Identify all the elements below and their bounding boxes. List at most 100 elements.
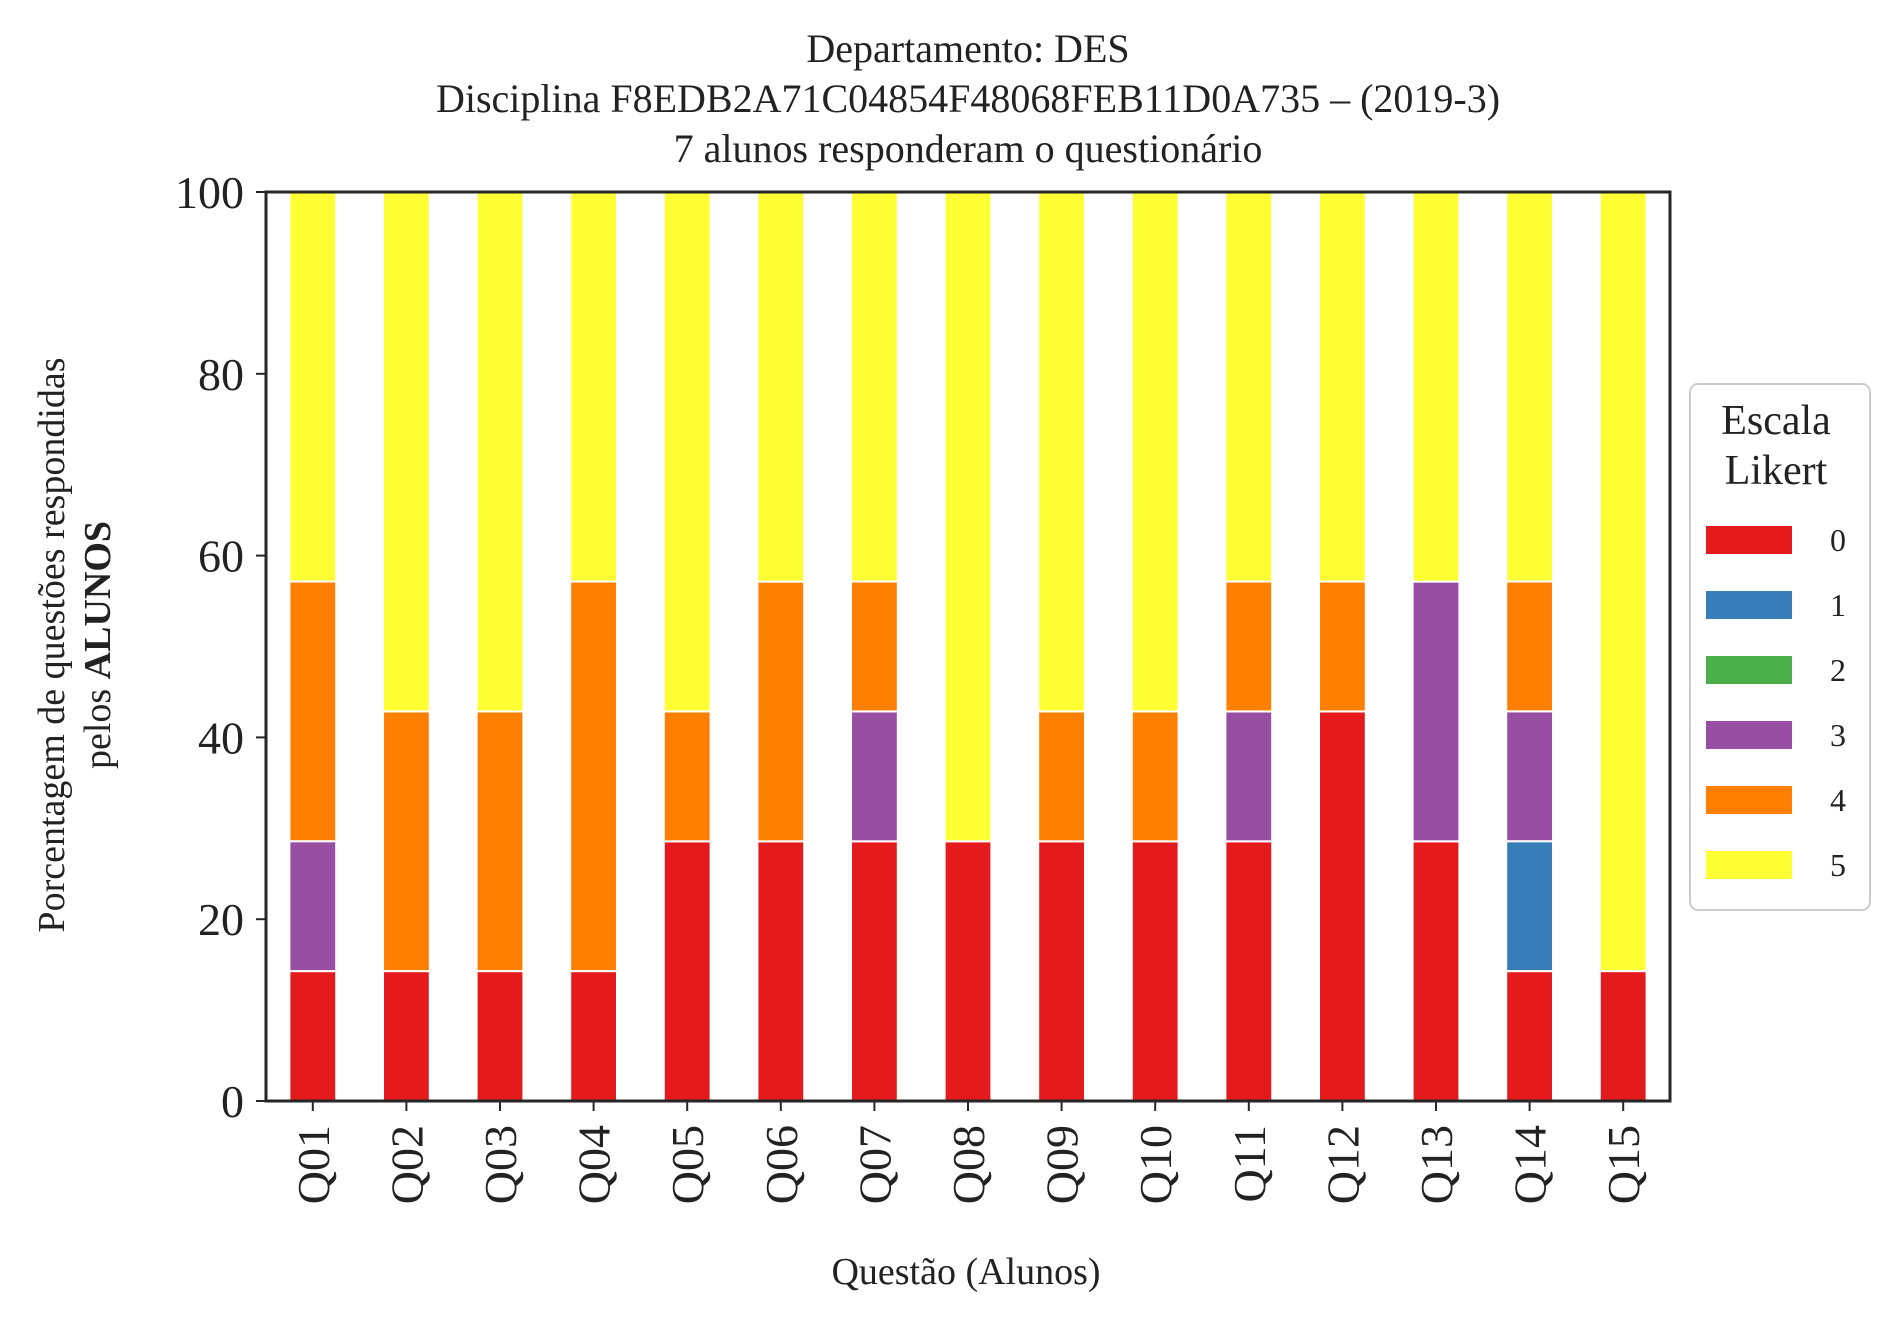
x-tick-label: Q08 <box>943 1125 994 1204</box>
y-axis-label-line-2: pelos ALUNOS <box>77 521 119 769</box>
bar-segment-q13-scale-3 <box>1411 580 1461 843</box>
bar-segment-q05-scale-5 <box>662 191 712 713</box>
y-axis-label: Porcentagem de questões respondidas pelo… <box>31 357 119 932</box>
legend-box <box>1689 383 1871 911</box>
chart-title: Departamento: DES Disciplina F8EDB2A71C0… <box>436 26 1500 171</box>
x-tick-label: Q03 <box>475 1125 526 1204</box>
bar-segment-q09-scale-5 <box>1037 191 1086 713</box>
bar-segment-q10-scale-0 <box>1130 840 1180 1102</box>
bar-segment-q07-scale-5 <box>850 190 899 583</box>
x-tick-label: Q12 <box>1317 1125 1368 1204</box>
bar-segment-q04-scale-0 <box>569 970 619 1102</box>
legend-swatch-0 <box>1706 526 1792 554</box>
x-tick-label: Q15 <box>1598 1125 1649 1204</box>
bar-segment-q01-scale-5 <box>288 190 338 583</box>
legend-label-0: 0 <box>1830 522 1846 558</box>
x-axis-ticks: Q01 Q02 Q03 Q04 Q05 Q06 Q07 Q08 Q09 Q10 Q11 Q12 Q13 Q… <box>288 1101 1649 1204</box>
bar-segment-q14-scale-1 <box>1505 840 1554 973</box>
bar-segment-q09-scale-0 <box>1037 840 1086 1102</box>
y-tick-label: 0 <box>221 1076 244 1127</box>
legend-swatch-4 <box>1706 786 1792 814</box>
legend-label-5: 5 <box>1830 847 1846 883</box>
y-axis-label-line-1: Porcentagem de questões respondidas <box>31 357 73 932</box>
bar-segment-q06-scale-0 <box>756 840 806 1102</box>
bar-segment-q01-scale-0 <box>288 970 338 1102</box>
x-tick-label: Q05 <box>662 1125 713 1204</box>
legend-swatch-5 <box>1706 851 1792 879</box>
x-tick-label: Q04 <box>569 1125 620 1204</box>
x-tick-label: Q06 <box>756 1125 807 1204</box>
bar-segment-q11-scale-0 <box>1224 840 1274 1102</box>
bar-segment-q01-scale-4 <box>288 580 338 843</box>
legend-label-2: 2 <box>1830 652 1846 688</box>
legend-swatch-3 <box>1706 721 1792 749</box>
bar-segment-q12-scale-0 <box>1318 710 1367 1102</box>
y-tick-label: 20 <box>198 894 244 945</box>
bar-segment-q03-scale-4 <box>475 710 525 973</box>
legend-items: 0 1 2 3 4 5 <box>1706 522 1846 883</box>
bar-segment-q11-scale-4 <box>1224 580 1274 713</box>
bar-segment-q10-scale-5 <box>1130 191 1180 713</box>
legend-label-1: 1 <box>1830 587 1846 623</box>
title-line-3: 7 alunos responderam o questionário <box>674 126 1263 171</box>
y-axis-ticks: 0 20 40 60 80 100 <box>175 167 266 1127</box>
legend-title-line-2: Likert <box>1725 448 1828 494</box>
y-axis-label-prefix: pelos <box>77 679 119 769</box>
bar-segment-q06-scale-4 <box>756 580 806 843</box>
x-tick-label: Q13 <box>1411 1125 1462 1204</box>
bar-segment-q07-scale-3 <box>850 710 899 843</box>
x-tick-label: Q09 <box>1037 1125 1088 1204</box>
legend-label-3: 3 <box>1830 717 1846 753</box>
bar-segment-q05-scale-4 <box>662 710 712 843</box>
bar-segment-q13-scale-5 <box>1411 191 1461 583</box>
y-tick-label: 100 <box>175 167 244 218</box>
x-axis-label: Questão (Alunos) <box>831 1251 1100 1293</box>
bar-segment-q14-scale-4 <box>1505 580 1554 713</box>
y-axis-label-bold: ALUNOS <box>77 521 119 679</box>
bar-segment-q11-scale-3 <box>1224 710 1274 843</box>
bar-segment-q07-scale-0 <box>850 840 899 1102</box>
bar-segment-q06-scale-5 <box>756 191 806 583</box>
bar-segment-q15-scale-5 <box>1598 191 1648 973</box>
bars-group <box>288 190 1648 1102</box>
bar-segment-q02-scale-5 <box>382 191 431 713</box>
bar-segment-q12-scale-4 <box>1318 580 1367 713</box>
bar-segment-q14-scale-3 <box>1505 710 1554 843</box>
bar-segment-q04-scale-5 <box>569 190 619 583</box>
bar-segment-q01-scale-3 <box>288 840 338 973</box>
x-tick-label: Q14 <box>1505 1125 1556 1204</box>
legend-swatch-1 <box>1706 591 1792 619</box>
bar-segment-q03-scale-0 <box>475 970 525 1102</box>
y-tick-label: 80 <box>198 349 244 400</box>
bar-segment-q05-scale-0 <box>662 840 712 1102</box>
y-tick-label: 40 <box>198 712 244 763</box>
bar-segment-q02-scale-4 <box>382 710 431 973</box>
title-line-2: Disciplina F8EDB2A71C04854F48068FEB11D0A… <box>436 76 1500 121</box>
plot-area-frame <box>264 190 1672 1103</box>
legend-title-line-1: Escala <box>1721 398 1831 444</box>
title-line-1: Departamento: DES <box>806 26 1129 71</box>
bar-segment-q11-scale-5 <box>1224 190 1274 583</box>
x-tick-label: Q11 <box>1224 1125 1275 1203</box>
x-tick-label: Q07 <box>849 1125 900 1204</box>
x-tick-label: Q02 <box>381 1125 432 1204</box>
bar-segment-q14-scale-5 <box>1505 190 1554 583</box>
y-tick-label: 60 <box>198 531 244 582</box>
bar-segment-q03-scale-5 <box>475 191 525 713</box>
bar-segment-q07-scale-4 <box>850 580 899 713</box>
legend: Escala Likert 0 1 2 3 4 5 <box>1689 383 1871 911</box>
bar-segment-q08-scale-0 <box>943 840 993 1102</box>
bar-segment-q09-scale-4 <box>1037 710 1086 843</box>
bar-segment-q02-scale-0 <box>382 970 431 1102</box>
bar-segment-q08-scale-5 <box>943 191 993 843</box>
bar-segment-q14-scale-0 <box>1505 970 1554 1102</box>
bar-segment-q10-scale-4 <box>1130 710 1180 843</box>
bar-segment-q12-scale-5 <box>1318 190 1367 583</box>
bar-segment-q04-scale-4 <box>569 580 619 973</box>
x-tick-label: Q01 <box>288 1125 339 1204</box>
legend-swatch-2 <box>1706 656 1792 684</box>
x-tick-label: Q10 <box>1130 1125 1181 1204</box>
legend-label-4: 4 <box>1830 782 1846 818</box>
bar-segment-q13-scale-0 <box>1411 840 1461 1102</box>
